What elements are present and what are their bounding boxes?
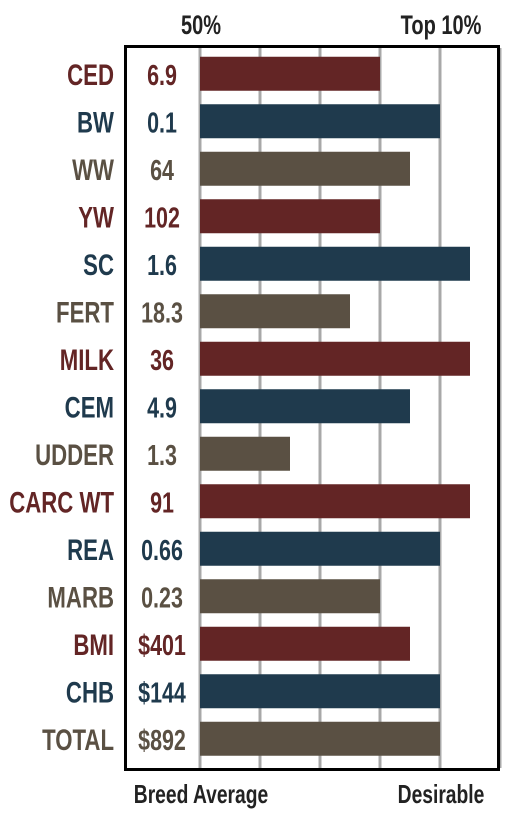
trait-label: FERT <box>56 295 114 329</box>
value-label: 36 <box>150 345 174 377</box>
value-label: $892 <box>138 725 186 757</box>
value-label: 18.3 <box>141 297 183 329</box>
trait-label: CED <box>67 57 114 91</box>
scale-label-top-10-percent: Top 10% <box>400 10 482 40</box>
value-label: 91 <box>150 487 174 519</box>
trait-label: TOTAL <box>42 722 114 756</box>
bar-bmi <box>200 626 410 661</box>
bar-total <box>200 721 440 756</box>
value-label: $401 <box>138 630 186 662</box>
labels: CED 6.9 BW 0.1 WW 64 YW 102 SC 1.6 FERT 18.3 MILK 36 C… <box>9 57 186 756</box>
value-label: 102 <box>144 202 180 234</box>
value-label: 64 <box>150 155 175 187</box>
bar-chb <box>200 674 440 709</box>
scale-label-desirable: Desirable <box>397 779 485 809</box>
bar-ced <box>200 56 380 91</box>
trait-label: REA <box>67 532 114 566</box>
bar-milk <box>200 341 470 376</box>
value-label: 6.9 <box>147 60 177 92</box>
bars <box>200 56 470 756</box>
bar-carc-wt <box>200 484 470 519</box>
bar-rea <box>200 531 440 566</box>
bar-sc <box>200 246 470 281</box>
trait-label: UDDER <box>35 437 114 471</box>
value-label: 1.3 <box>147 440 177 472</box>
trait-label: BW <box>77 105 114 139</box>
bar-udder <box>200 436 290 471</box>
trait-label: MARB <box>47 580 114 614</box>
bar-ww <box>200 151 410 186</box>
trait-label: CARC WT <box>9 485 114 519</box>
trait-label: CEM <box>65 390 114 424</box>
chart-frame <box>124 45 500 771</box>
scale-label-breed-average: Breed Average <box>133 779 269 809</box>
value-label: 1.6 <box>147 250 177 282</box>
value-label: 0.66 <box>141 535 183 567</box>
bar-marb <box>200 579 380 614</box>
bar-fert <box>200 294 350 329</box>
trait-label: BMI <box>73 627 114 661</box>
value-label: 4.9 <box>147 392 177 424</box>
trait-label: SC <box>83 247 114 281</box>
bar-bw <box>200 104 440 139</box>
bar-cem <box>200 389 410 424</box>
bar-yw <box>200 199 380 234</box>
value-label: 0.1 <box>147 107 177 139</box>
value-label: $144 <box>138 677 186 709</box>
trait-label: CHB <box>66 675 114 709</box>
value-label: 0.23 <box>141 582 183 614</box>
trait-label: WW <box>72 152 114 186</box>
scale-label-50-percent: 50% <box>181 10 221 40</box>
trait-label: MILK <box>60 342 114 376</box>
trait-label: YW <box>78 200 114 234</box>
